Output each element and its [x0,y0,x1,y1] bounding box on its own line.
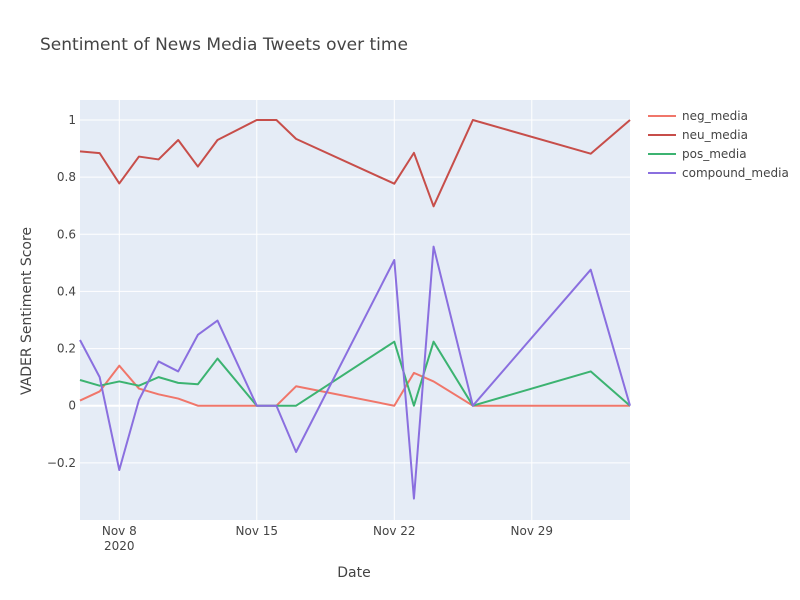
x-tick-year-label: 2020 [104,539,135,553]
legend-label: neg_media [682,109,748,123]
legend[interactable]: neg_media neu_media pos_media compound_medi… [648,109,789,180]
x-tick-label: Nov 8 [102,524,137,538]
series-lines [79,119,631,500]
legend-label: compound_media [682,166,789,180]
y-tick-label: 1 [68,113,76,127]
legend-label: pos_media [682,147,747,161]
y-tick-label: 0.4 [57,284,76,298]
y-tick-label: 0 [68,399,76,413]
y-tick-label: 0.6 [57,227,76,241]
x-axis-title: Date [337,565,370,581]
chart-title: Sentiment of News Media Tweets over time [40,35,408,55]
y-tick-label: 0.2 [57,342,76,356]
legend-item-neg-media[interactable]: neg_media [648,109,748,123]
y-tick-label: −0.2 [47,456,76,470]
legend-item-compound-media[interactable]: compound_media [648,166,789,180]
series-line-compound-media[interactable] [79,245,631,500]
y-axis-title: VADER Sentiment Score [19,227,35,395]
x-tick-label: Nov 15 [236,524,279,538]
legend-item-pos-media[interactable]: pos_media [648,147,747,161]
y-axis-ticks: −0.2 0 0.2 0.4 0.6 0.8 1 [47,113,76,470]
legend-label: neu_media [682,128,748,142]
grid-lines [80,100,630,520]
legend-item-neu-media[interactable]: neu_media [648,128,748,142]
x-tick-label: Nov 22 [373,524,416,538]
x-tick-label: Nov 29 [511,524,554,538]
plot-area [80,100,630,520]
y-tick-label: 0.8 [57,170,76,184]
series-line-neu-media[interactable] [79,119,631,208]
